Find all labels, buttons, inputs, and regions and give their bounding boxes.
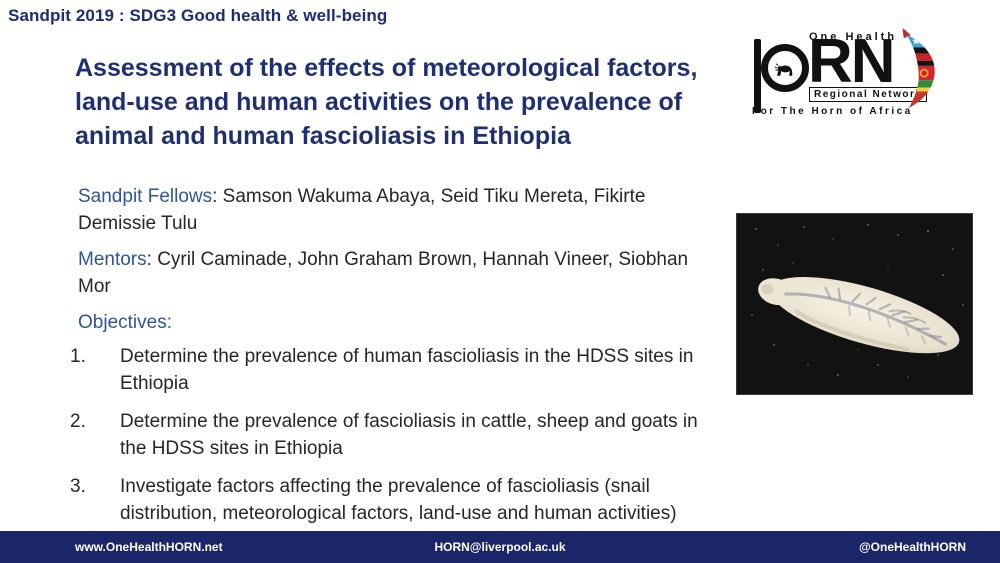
slide-body: Sandpit Fellows: Samson Wakuma Abaya, Se…: [70, 183, 730, 538]
fellows-names: : Samson Wakuma Abaya, Seid Tiku Mereta,…: [78, 186, 646, 234]
objective-item-1: 1. Determine the prevalence of human fas…: [70, 343, 730, 397]
objective-text: Determine the prevalence of fascioliasis…: [120, 411, 698, 459]
slide-header: Sandpit 2019 : SDG3 Good health & well-b…: [8, 6, 388, 25]
footer-email: HORN@liverpool.ac.uk: [434, 540, 566, 554]
objective-item-2: 2. Determine the prevalence of fasciolia…: [70, 408, 730, 462]
flag-crescent-icon: ★: [902, 27, 935, 108]
title-line-2: land-use and human activities on the pre…: [75, 88, 683, 116]
logo-h-stem: [754, 39, 761, 113]
logo-circle: [761, 44, 809, 92]
fellows-paragraph: Sandpit Fellows: Samson Wakuma Abaya, Se…: [78, 183, 713, 237]
objectives-label: Objectives:: [78, 312, 172, 333]
footer-twitter-handle: @OneHealthHORN: [858, 540, 966, 554]
svg-text:★: ★: [911, 36, 920, 47]
logo-letters-rn: RN: [808, 27, 896, 96]
logo-horn-of-africa-text: For The Horn of Africa: [752, 106, 913, 117]
fellows-label: Sandpit Fellows: [78, 186, 213, 207]
liver-fluke-illustration: [758, 276, 960, 354]
objective-text: Investigate factors affecting the preval…: [120, 476, 677, 524]
liver-fluke-photo: [736, 213, 973, 395]
mentors-paragraph: Mentors: Cyril Caminade, John Graham Bro…: [78, 246, 713, 300]
objective-number: 3.: [70, 476, 86, 497]
objective-text: Determine the prevalence of human fascio…: [120, 346, 694, 394]
logo-regional-network-text: Regional Network: [809, 87, 928, 102]
footer-website: www.OneHealthHORN.net: [75, 540, 223, 554]
mentors-label: Mentors: [78, 249, 147, 270]
title-line-3: animal and human fascioliasis in Ethiopi…: [75, 122, 571, 150]
objective-number: 1.: [70, 346, 86, 367]
footer-bar: www.OneHealthHORN.net HORN@liverpool.ac.…: [0, 531, 1000, 563]
title-line-1: Assessment of the effects of meteorologi…: [75, 54, 698, 82]
slide-title: Assessment of the effects of meteorologi…: [75, 51, 735, 153]
camel-icon: [774, 63, 793, 76]
mentors-names: : Cyril Caminade, John Graham Brown, Han…: [78, 249, 689, 297]
logo-one-health-text: One Health: [809, 31, 898, 43]
photo-specks: [737, 214, 739, 216]
objective-number: 2.: [70, 411, 86, 432]
objective-item-3: 3. Investigate factors affecting the pre…: [70, 473, 730, 527]
horn-logo: RN One Health Regional Network For The H…: [752, 26, 942, 118]
